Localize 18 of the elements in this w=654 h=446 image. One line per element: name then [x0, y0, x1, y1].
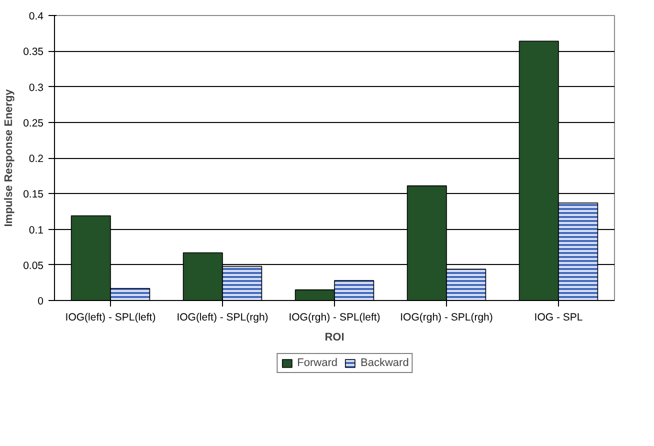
- y-tick-label: 0.35: [23, 46, 44, 58]
- x-tick-label: IOG(left) - SPL(rgh): [176, 312, 268, 324]
- y-tick-label: 0.4: [28, 10, 44, 22]
- y-tick-label: 0.3: [28, 82, 44, 94]
- y-tick-label: 0.25: [23, 117, 44, 130]
- y-tick-label: 0.2: [28, 153, 44, 165]
- x-tick-label: IOG(rgh) - SPL(left): [288, 312, 380, 324]
- legend-label: Forward: [297, 357, 338, 369]
- x-tick-label: IOG - SPL: [534, 312, 583, 324]
- y-tick-label: 0.1: [28, 224, 44, 236]
- x-axis-title: ROI: [324, 332, 344, 344]
- y-tick-label: 0.05: [23, 260, 44, 272]
- legend-label: Backward: [360, 357, 409, 369]
- y-tick-label: 0.15: [23, 188, 44, 201]
- y-tick-label: 0: [38, 296, 44, 308]
- x-tick-label: IOG(left) - SPL(left): [65, 312, 156, 324]
- x-tick-label: IOG(rgh) - SPL(rgh): [400, 312, 493, 324]
- y-axis-title: Impulse Response Energy: [3, 88, 16, 227]
